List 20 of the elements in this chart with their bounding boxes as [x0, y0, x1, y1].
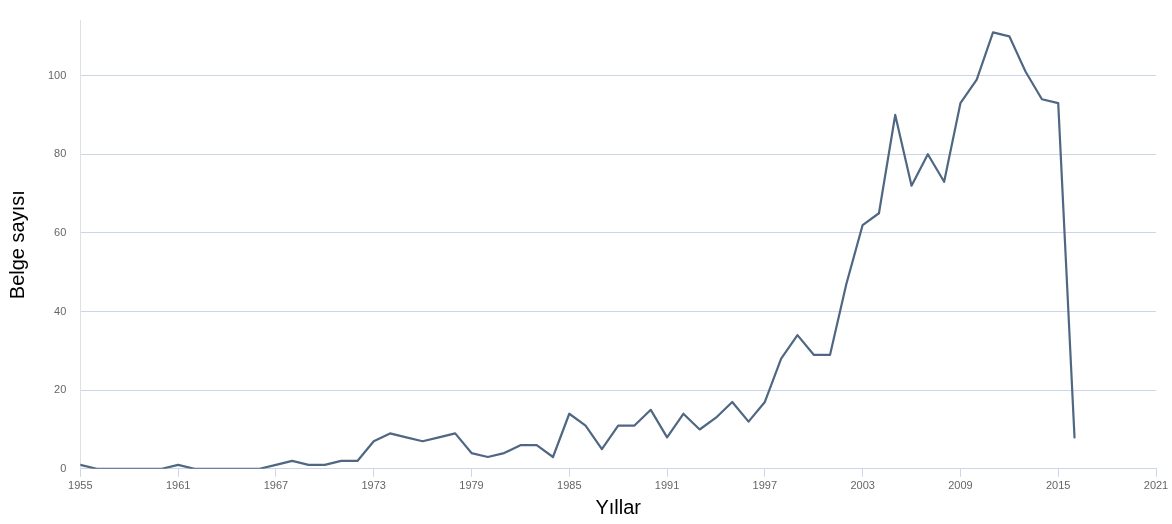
y-tick-label: 80 — [54, 147, 67, 160]
x-tick-label: 2021 — [1143, 479, 1169, 492]
y-tick-label: 20 — [54, 383, 67, 396]
x-tick-label: 1967 — [263, 479, 289, 492]
y-tick-label: 0 — [60, 461, 67, 474]
x-tick-label: 2003 — [850, 479, 875, 492]
y-tick-label: 40 — [54, 304, 67, 317]
y-tick-label: 60 — [54, 225, 67, 238]
x-tick-label: 2015 — [1045, 479, 1071, 492]
y-axis-title: Belge sayısı — [5, 190, 28, 300]
x-tick-label: 1961 — [165, 479, 191, 492]
x-tick-label: 1985 — [557, 479, 582, 492]
x-tick-label: 1955 — [68, 479, 93, 492]
x-tick-label: 1991 — [654, 479, 680, 492]
x-tick-label: 1979 — [459, 479, 484, 492]
y-tick-label: 100 — [47, 68, 67, 81]
x-axis-title: Yıllar — [595, 495, 642, 518]
x-tick-label: 1997 — [752, 479, 778, 492]
x-tick-label: 2009 — [948, 479, 973, 492]
x-tick-label: 1973 — [361, 479, 386, 492]
